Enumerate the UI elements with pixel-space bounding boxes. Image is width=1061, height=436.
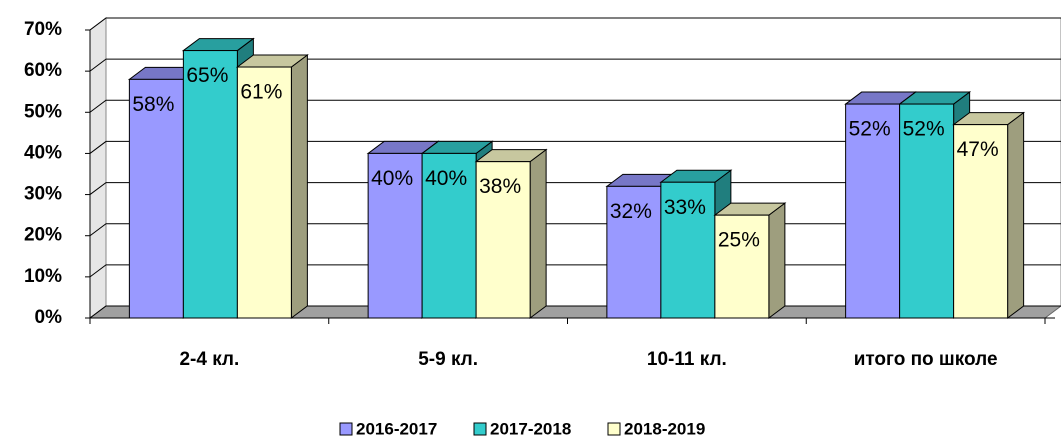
legend-label: 2018-2019 xyxy=(624,419,705,436)
grid-line xyxy=(89,58,1061,72)
bar-front xyxy=(953,124,1009,319)
y-tick-label: 70% xyxy=(24,19,62,40)
value-label: 65% xyxy=(186,64,228,87)
bar-side xyxy=(529,148,547,319)
x-tick-label: 10-11 кл. xyxy=(647,349,727,370)
grid-line xyxy=(89,140,1061,154)
bar-front xyxy=(606,185,662,319)
bar-front xyxy=(714,214,770,319)
bar-front xyxy=(367,152,423,319)
legend-swatch xyxy=(339,422,353,436)
bar-front xyxy=(660,181,716,319)
value-label: 47% xyxy=(957,138,999,161)
left-wall xyxy=(89,17,107,319)
bar xyxy=(474,148,548,319)
legend-label: 2016-2017 xyxy=(356,419,437,436)
y-tick-label: 60% xyxy=(24,60,62,81)
x-tick-label: итого по школе xyxy=(854,349,998,370)
bar-front xyxy=(128,78,184,319)
value-label: 33% xyxy=(664,196,706,219)
legend-swatch xyxy=(607,422,621,436)
x-tick-label: 5-9 кл. xyxy=(418,349,478,370)
bar-side xyxy=(768,202,786,319)
bar-side xyxy=(290,54,308,319)
bar-front xyxy=(182,50,238,319)
bar-side xyxy=(1007,111,1025,319)
grid-line xyxy=(89,17,1061,31)
value-label: 25% xyxy=(718,229,760,252)
legend-label: 2017-2018 xyxy=(490,419,571,436)
legend-swatch xyxy=(473,422,487,436)
bar xyxy=(713,202,787,319)
grid-line xyxy=(89,182,1061,195)
value-label: 32% xyxy=(610,200,652,223)
x-tick-label: 2-4 кл. xyxy=(179,349,239,370)
y-tick-label: 0% xyxy=(35,307,63,328)
bar-front xyxy=(236,66,292,319)
value-label: 52% xyxy=(903,118,945,141)
value-label: 61% xyxy=(240,81,282,104)
bar-front xyxy=(899,103,955,319)
value-label: 40% xyxy=(425,167,467,190)
y-tick-label: 30% xyxy=(24,184,62,205)
y-tick-label: 40% xyxy=(24,142,62,163)
value-label: 38% xyxy=(479,175,521,198)
y-tick-label: 20% xyxy=(24,225,62,246)
value-label: 52% xyxy=(849,118,891,141)
grid-line xyxy=(89,99,1061,113)
bar xyxy=(952,111,1026,319)
y-tick-label: 50% xyxy=(24,101,62,122)
bar-front xyxy=(475,161,531,319)
value-label: 40% xyxy=(371,167,413,190)
bar xyxy=(235,54,309,319)
value-label: 58% xyxy=(132,93,174,116)
y-tick-label: 10% xyxy=(24,266,62,287)
